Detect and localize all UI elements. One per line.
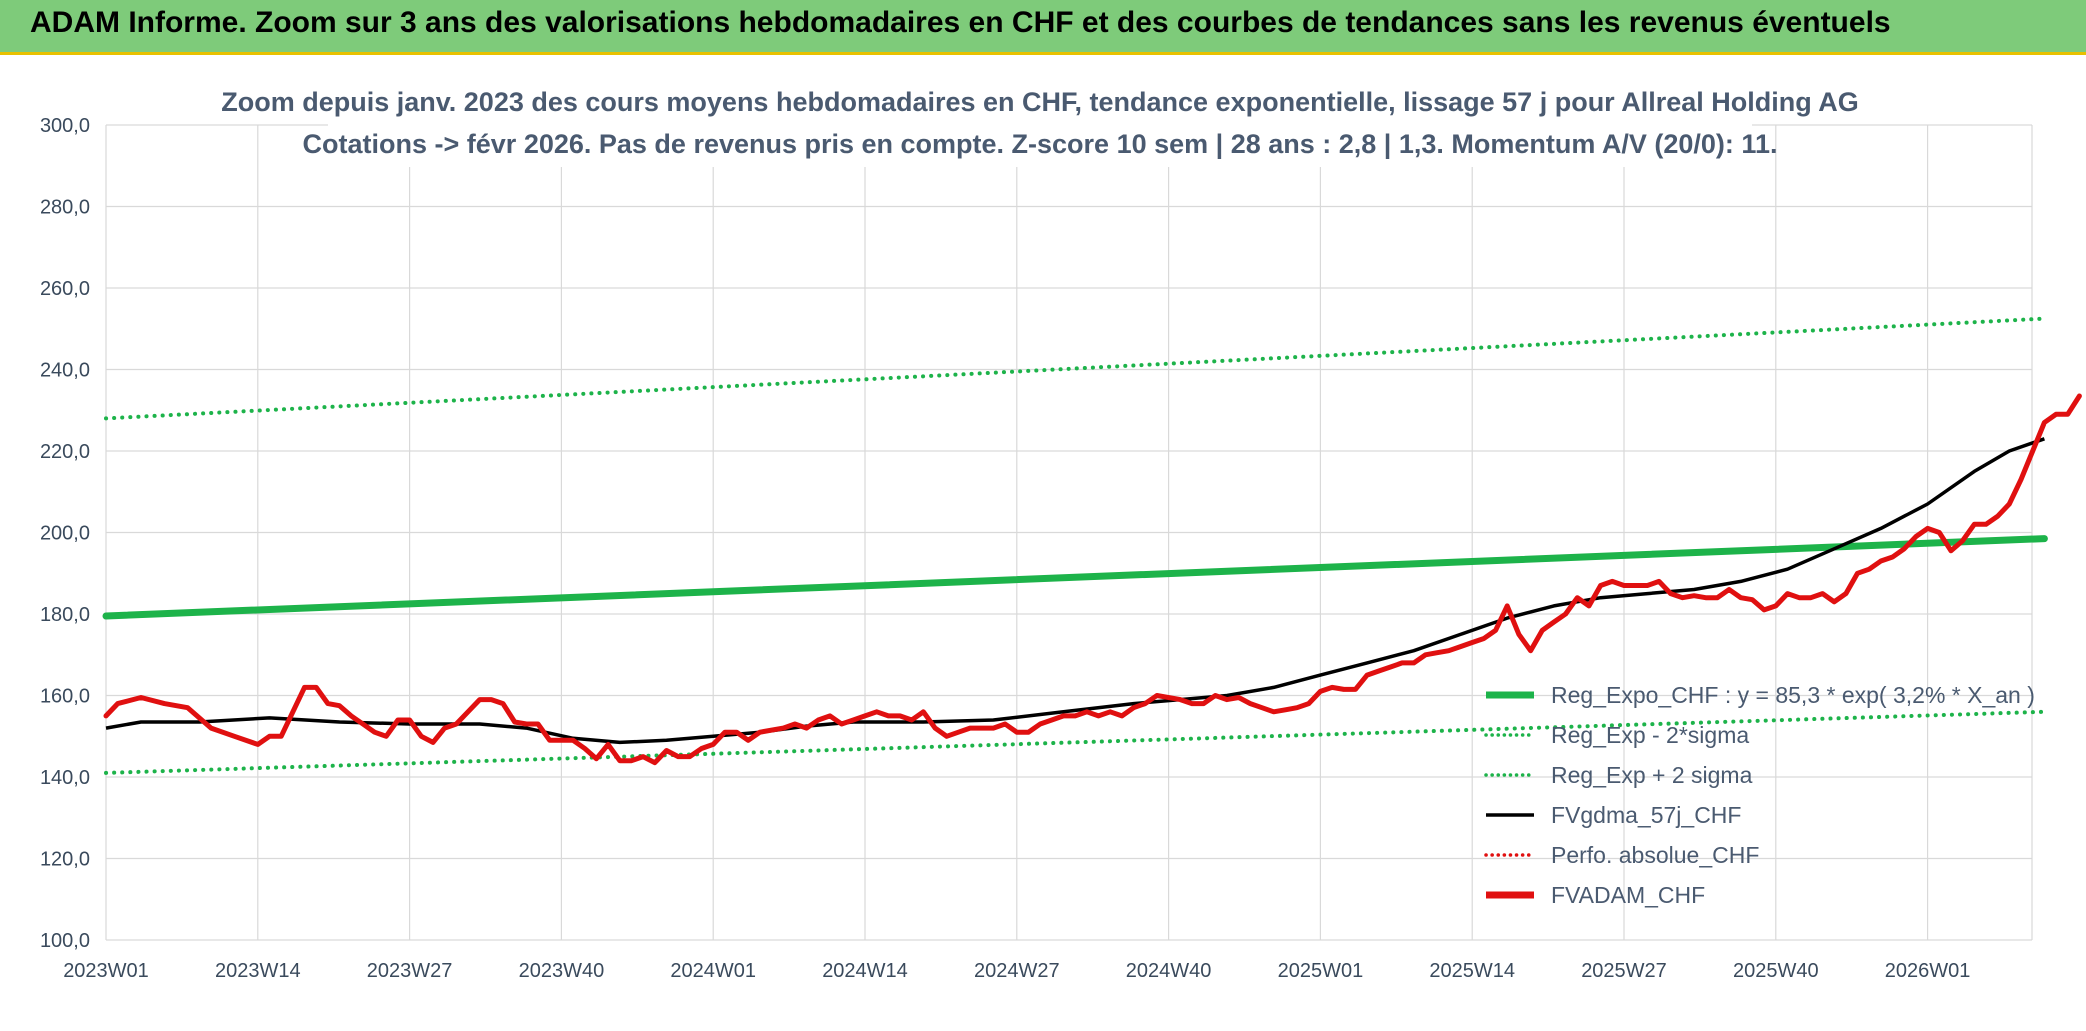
y-tick-label: 280,0 [40,197,90,219]
series-line-fvadam [103,393,2082,766]
legend-label: FVADAM_CHF [1551,882,1705,908]
chart-subtitle: Cotations -> févr 2026. Pas de revenus p… [303,129,1778,159]
series-line-reg_expo [102,535,2048,620]
y-tick-label: 260,0 [40,278,90,300]
x-tick-label: 2024W01 [670,960,756,982]
y-tick-label: 120,0 [40,849,90,871]
legend-label: Reg_Exp - 2*sigma [1551,722,1749,748]
x-tick-label: 2025W40 [1733,960,1819,982]
y-axis-ticks: 100,0 120,0 140,0 160,0 180,0 200,0 220,0 240,0… [40,115,90,952]
legend: Reg_Expo_CHF : y = 85,3 * exp( 3,2% * X_… [1484,682,2035,908]
x-tick-label: 2026W01 [1885,960,1971,982]
series-layer [102,316,2082,775]
legend-label: Reg_Expo_CHF : y = 85,3 * exp( 3,2% * X_… [1551,682,2035,708]
x-tick-label: 2023W14 [215,960,301,982]
x-tick-label: 2024W27 [974,960,1060,982]
x-tick-label: 2025W27 [1581,960,1667,982]
y-tick-label: 240,0 [40,360,90,382]
series-line-reg_minus [104,709,2047,775]
y-tick-label: 100,0 [40,930,90,952]
y-tick-label: 140,0 [40,767,90,789]
legend-label: Reg_Exp + 2 sigma [1551,762,1753,788]
chart-title: Zoom depuis janv. 2023 des cours moyens … [221,87,1858,117]
x-tick-label: 2024W14 [822,960,908,982]
y-tick-label: 180,0 [40,604,90,626]
chart-grid [105,124,2033,941]
chart-svg: 100,0 120,0 140,0 160,0 180,0 200,0 220,0 240,0… [40,81,2082,982]
x-tick-label: 2023W27 [367,960,453,982]
header-bar: ADAM Informe. Zoom sur 3 ans des valoris… [0,0,2086,55]
x-tick-label: 2025W14 [1429,960,1515,982]
x-axis-ticks: 2023W01 2023W14 2023W27 2023W40 2024W01 2024W… [63,960,1970,982]
series-line-reg_plus [104,316,2047,421]
y-tick-label: 160,0 [40,686,90,708]
title-backdrop [328,81,1752,167]
x-tick-label: 2024W40 [1126,960,1212,982]
y-tick-label: 220,0 [40,441,90,463]
legend-label: Perfo. absolue_CHF [1551,842,1759,868]
chart-frame: 100,0 120,0 140,0 160,0 180,0 200,0 220,0 240,0… [0,55,2086,1031]
x-tick-label: 2023W40 [519,960,605,982]
x-tick-label: 2023W01 [63,960,149,982]
legend-label: FVgdma_57j_CHF [1551,802,1741,828]
x-tick-label: 2025W01 [1278,960,1364,982]
y-tick-label: 200,0 [40,523,90,545]
y-tick-label: 300,0 [40,115,90,137]
header-title: ADAM Informe. Zoom sur 3 ans des valoris… [30,6,1891,39]
